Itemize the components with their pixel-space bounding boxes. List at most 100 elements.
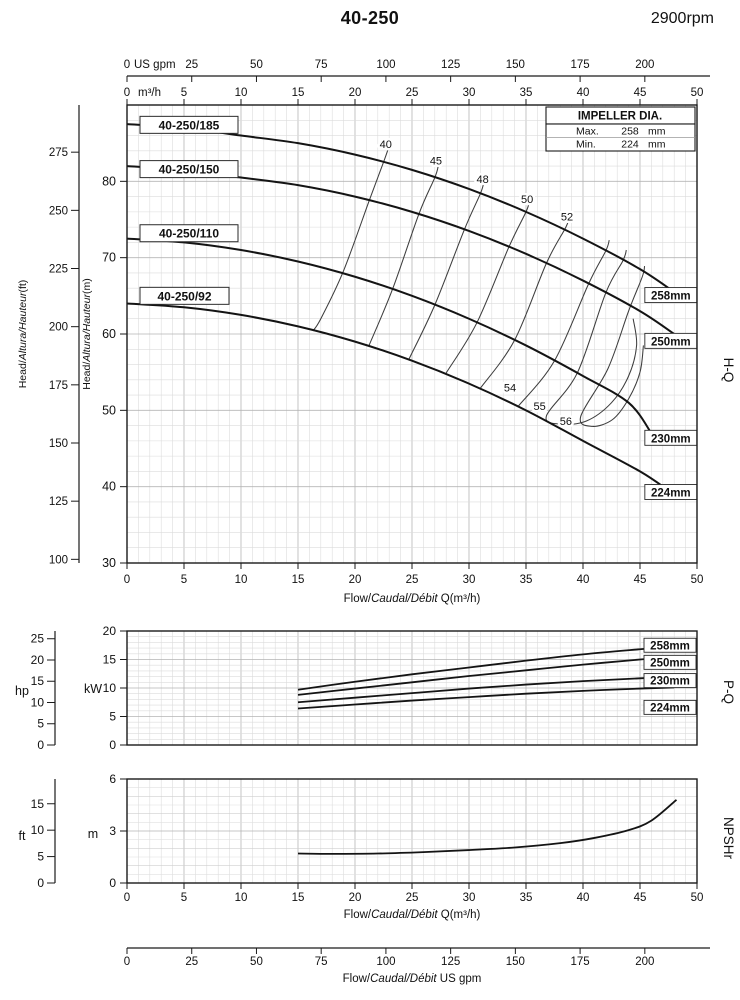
hq-curve-224mm (126, 302, 670, 492)
diameter-label-pq-250mm: 250mm (650, 657, 690, 669)
efficiency-label-56: 56 (560, 416, 572, 428)
tick-label: 40 (577, 574, 590, 586)
model-label-box (139, 115, 239, 134)
tick-label: 20 (349, 574, 362, 586)
tick-label: 150 (506, 956, 525, 968)
tick-label: 25 (185, 59, 198, 71)
efficiency-curve-55 (545, 249, 638, 425)
hp-unit-label: hp (15, 684, 29, 698)
model-label-250mm: 40-250/150 (159, 163, 220, 177)
gpm-axis-unit-label: US gpm (134, 59, 176, 71)
tick-label: 25 (406, 87, 419, 99)
tick-label: 3 (109, 824, 116, 838)
tick-label: 45 (634, 87, 647, 99)
tick-label: 0 (124, 892, 130, 904)
tick-label: 25 (185, 956, 198, 968)
tick-label: 50 (250, 956, 263, 968)
efficiency-label-52: 52 (561, 211, 573, 223)
model-label-box (139, 224, 239, 243)
hq-chart: 404548505254555640-250/18540-250/15040-2… (17, 59, 710, 605)
tick-label: 75 (315, 59, 328, 71)
tick-label: 50 (691, 87, 704, 99)
tick-label: 125 (441, 956, 460, 968)
tick-label: 75 (315, 956, 328, 968)
tick-label: 5 (181, 87, 187, 99)
tick-label: 175 (49, 380, 68, 392)
tick-label: 20 (31, 653, 45, 667)
efficiency-label-55: 55 (534, 401, 546, 413)
tick-label: 15 (292, 87, 305, 99)
tick-label: 5 (181, 892, 187, 904)
tick-label: 250 (49, 205, 68, 217)
tick-label: 5 (181, 574, 187, 586)
efficiency-curve-40 (312, 149, 389, 332)
tick-label: 0 (124, 574, 130, 586)
tick-label: 200 (635, 956, 654, 968)
tick-label: 35 (520, 892, 533, 904)
diameter-label-hq-224mm: 224mm (651, 488, 691, 500)
impeller-row-label: Max. (576, 126, 599, 138)
tick-label: 100 (49, 554, 68, 566)
efficiency-label-40: 40 (380, 139, 392, 151)
tick-label: 0 (124, 59, 130, 71)
diameter-label-box (643, 654, 697, 670)
tick-label: 0 (37, 738, 44, 752)
model-label-258mm: 40-250/185 (159, 118, 220, 132)
section-label-npshr: NPSHr (721, 817, 736, 860)
model-label-box (139, 286, 230, 305)
diameter-label-hq-250mm: 250mm (651, 336, 691, 348)
tick-label: 50 (102, 403, 116, 417)
tick-label: 35 (520, 87, 533, 99)
tick-label: 20 (349, 892, 362, 904)
tick-label: 5 (37, 850, 44, 864)
tick-label: 25 (406, 892, 419, 904)
tick-label: 30 (463, 87, 476, 99)
tick-label: 15 (292, 574, 305, 586)
tick-label: 50 (250, 59, 263, 71)
tick-label: 125 (441, 59, 460, 71)
ft-unit-label: ft (19, 829, 26, 843)
tick-label: 0 (124, 87, 130, 99)
tick-label: 225 (49, 264, 68, 276)
tick-label: 20 (103, 624, 117, 638)
pq-curve-224mm (297, 686, 675, 710)
diameter-label-pq-230mm: 230mm (650, 676, 690, 688)
tick-label: 175 (571, 59, 590, 71)
tick-label: 30 (463, 574, 476, 586)
tick-label: 50 (691, 892, 704, 904)
tick-label: 150 (506, 59, 525, 71)
page-title: 40-250 (340, 8, 400, 28)
pq-curve-258mm (297, 645, 675, 691)
tick-label: 200 (49, 322, 68, 334)
flow-axis-title-gpm: Flow/Caudal/Débit US gpm (343, 973, 482, 985)
tick-label: 45 (634, 574, 647, 586)
tick-label: 70 (102, 251, 116, 265)
efficiency-label-50: 50 (521, 194, 533, 206)
diameter-label-box (643, 699, 697, 715)
efficiency-curve-56 (579, 265, 646, 427)
tick-label: 80 (102, 174, 116, 188)
section-label-pq: P-Q (721, 680, 736, 704)
tick-label: 15 (292, 892, 305, 904)
npshr-chart: 0 3 6 0 5 10 15 ft m 0 5 10 15 20 25 30 35 40 45 50 Flow/Cau… (19, 772, 704, 921)
tick-label: 60 (102, 327, 116, 341)
tick-label: 10 (235, 574, 248, 586)
tick-label: 10 (235, 87, 248, 99)
tick-label: 10 (31, 823, 45, 837)
tick-label: 0 (37, 876, 44, 890)
impeller-row-unit: mm (648, 139, 666, 151)
efficiency-label-48: 48 (477, 174, 489, 186)
tick-label: 175 (571, 956, 590, 968)
tick-label: 30 (102, 556, 116, 570)
tick-label: 50 (691, 574, 704, 586)
pq-chart: 258mm 250mm 230mm 224mm 0 5 10 15 20 0 5 10 15 20 25 hp… (15, 624, 698, 752)
impeller-row-value: 224 (621, 139, 639, 151)
tick-label: 200 (635, 59, 654, 71)
diameter-label-box (643, 673, 697, 689)
tick-label: 5 (37, 717, 44, 731)
impeller-dia-title: IMPELLER DIA. (578, 111, 662, 123)
tick-label: 100 (376, 956, 395, 968)
kw-unit-label: kW (84, 682, 102, 696)
m-unit-label: m (88, 827, 98, 841)
